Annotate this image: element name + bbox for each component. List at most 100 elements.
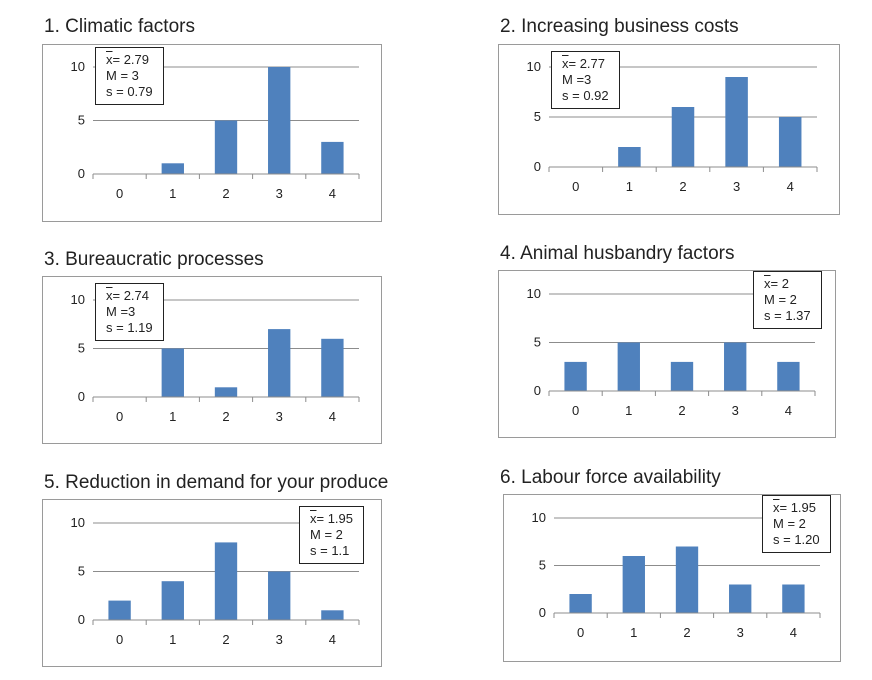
median-value: M = 2 bbox=[764, 292, 797, 307]
x-tick-label: 3 bbox=[733, 179, 740, 194]
bar bbox=[268, 329, 291, 397]
sd-value: s = 1.20 bbox=[773, 532, 820, 547]
x-tick-label: 3 bbox=[276, 632, 283, 647]
bar bbox=[321, 141, 344, 174]
mean-value: = 2.79 bbox=[112, 52, 150, 67]
median-value: M =3 bbox=[562, 72, 592, 87]
bar bbox=[724, 342, 747, 391]
mean-value: = 2 bbox=[770, 276, 789, 291]
bar bbox=[268, 67, 291, 174]
mean-value: = 2.74 bbox=[112, 288, 150, 303]
x-tick-label: 4 bbox=[785, 403, 792, 418]
x-tick-label: 3 bbox=[737, 625, 744, 640]
y-tick-label: 0 bbox=[534, 159, 541, 174]
x-tick-label: 1 bbox=[625, 403, 632, 418]
bar bbox=[161, 348, 184, 397]
x-tick-label: 0 bbox=[116, 409, 123, 424]
chart-frame: 0 5 10 0 1 2 3 4 x= 1.95 M = 2 s = 1.1 bbox=[42, 499, 382, 667]
median-value: M =3 bbox=[106, 304, 136, 319]
x-tick-label: 4 bbox=[790, 625, 797, 640]
bar bbox=[617, 342, 640, 391]
median-value: M = 2 bbox=[310, 527, 343, 542]
x-tick-label: 3 bbox=[276, 409, 283, 424]
y-tick-label: 10 bbox=[527, 59, 541, 74]
bar-chart-svg: 0 5 10 0 1 2 3 4 bbox=[71, 292, 360, 424]
y-tick-label: 5 bbox=[78, 341, 85, 356]
chart-title: 4. Animal husbandry factors bbox=[500, 243, 735, 264]
x-tick-label: 0 bbox=[116, 632, 123, 647]
y-tick-label: 5 bbox=[534, 109, 541, 124]
bar bbox=[569, 594, 592, 613]
y-tick-label: 0 bbox=[78, 612, 85, 627]
bar bbox=[214, 542, 238, 620]
mean-symbol: x bbox=[106, 52, 113, 67]
bar bbox=[671, 107, 695, 167]
bar-chart-svg: 0 5 10 0 1 2 3 4 bbox=[71, 59, 360, 201]
x-tick-label: 2 bbox=[222, 632, 229, 647]
bar-chart-svg: 0 5 10 0 1 2 3 4 bbox=[71, 515, 360, 647]
bar bbox=[161, 581, 184, 620]
x-tick-label: 1 bbox=[169, 186, 176, 201]
x-tick-label: 2 bbox=[222, 186, 229, 201]
x-tick-label: 1 bbox=[169, 409, 176, 424]
chart-frame: 0 5 10 0 1 2 3 4 x= 2 M = 2 s = 1.37 bbox=[498, 270, 836, 438]
bar bbox=[729, 584, 752, 613]
x-tick-label: 2 bbox=[678, 403, 685, 418]
stats-box: x= 1.95 M = 2 s = 1.1 bbox=[299, 506, 365, 564]
sd-value: s = 1.19 bbox=[106, 320, 153, 335]
bar bbox=[618, 147, 641, 167]
bar bbox=[214, 120, 238, 174]
bar-chart-svg: 0 5 10 0 1 2 3 4 bbox=[532, 510, 821, 640]
mean-symbol: x bbox=[562, 56, 569, 71]
chart-title: 5. Reduction in demand for your produce bbox=[44, 472, 389, 493]
x-tick-label: 2 bbox=[679, 179, 686, 194]
chart-title: 2. Increasing business costs bbox=[500, 16, 739, 37]
stats-box: x= 1.95 M = 2 s = 1.20 bbox=[762, 495, 831, 553]
bar bbox=[321, 338, 344, 397]
bar bbox=[675, 546, 699, 613]
y-tick-label: 10 bbox=[71, 59, 85, 74]
chart-frame: 0 5 10 0 1 2 3 4 x= 2.77 M =3 s = 0.92 bbox=[498, 44, 840, 215]
y-tick-label: 10 bbox=[527, 286, 541, 301]
sd-value: s = 0.79 bbox=[106, 84, 153, 99]
x-tick-label: 1 bbox=[630, 625, 637, 640]
stats-box: x= 2 M = 2 s = 1.37 bbox=[753, 271, 822, 329]
mean-symbol: x bbox=[106, 288, 113, 303]
x-tick-label: 4 bbox=[329, 632, 336, 647]
chart-title: 6. Labour force availability bbox=[500, 467, 721, 488]
x-tick-label: 0 bbox=[572, 403, 579, 418]
y-tick-label: 10 bbox=[532, 510, 546, 525]
median-value: M = 2 bbox=[773, 516, 806, 531]
sd-value: s = 1.37 bbox=[764, 308, 811, 323]
bar bbox=[622, 556, 645, 613]
stats-box: x= 2.77 M =3 s = 0.92 bbox=[551, 51, 620, 109]
y-tick-label: 5 bbox=[539, 558, 546, 573]
y-tick-label: 10 bbox=[71, 515, 85, 530]
mean-symbol: x bbox=[773, 500, 780, 515]
chart-frame: 0 5 10 0 1 2 3 4 x= 2.79 M = 3 s = 0.79 bbox=[42, 44, 382, 222]
bar bbox=[564, 361, 587, 391]
bar bbox=[108, 600, 131, 620]
bar bbox=[777, 361, 800, 391]
bar bbox=[778, 117, 802, 167]
mean-value: = 1.95 bbox=[316, 511, 354, 526]
mean-symbol: x bbox=[310, 511, 317, 526]
y-tick-label: 10 bbox=[71, 292, 85, 307]
x-tick-label: 4 bbox=[329, 186, 336, 201]
mean-value: = 1.95 bbox=[779, 500, 817, 515]
x-tick-label: 0 bbox=[116, 186, 123, 201]
x-tick-label: 4 bbox=[329, 409, 336, 424]
y-tick-label: 0 bbox=[534, 383, 541, 398]
y-tick-label: 0 bbox=[539, 605, 546, 620]
chart-frame: 0 5 10 0 1 2 3 4 x= 1.95 M = 2 s = 1.20 bbox=[503, 494, 841, 662]
x-tick-label: 2 bbox=[222, 409, 229, 424]
chart-title: 3. Bureaucratic processes bbox=[44, 249, 264, 270]
bar bbox=[725, 77, 748, 167]
x-tick-label: 4 bbox=[787, 179, 794, 194]
x-tick-label: 1 bbox=[626, 179, 633, 194]
bar bbox=[670, 361, 694, 391]
bar-chart-svg: 0 5 10 0 1 2 3 4 bbox=[527, 59, 818, 194]
mean-symbol: x bbox=[764, 276, 771, 291]
y-tick-label: 0 bbox=[78, 166, 85, 181]
y-tick-label: 5 bbox=[78, 113, 85, 128]
